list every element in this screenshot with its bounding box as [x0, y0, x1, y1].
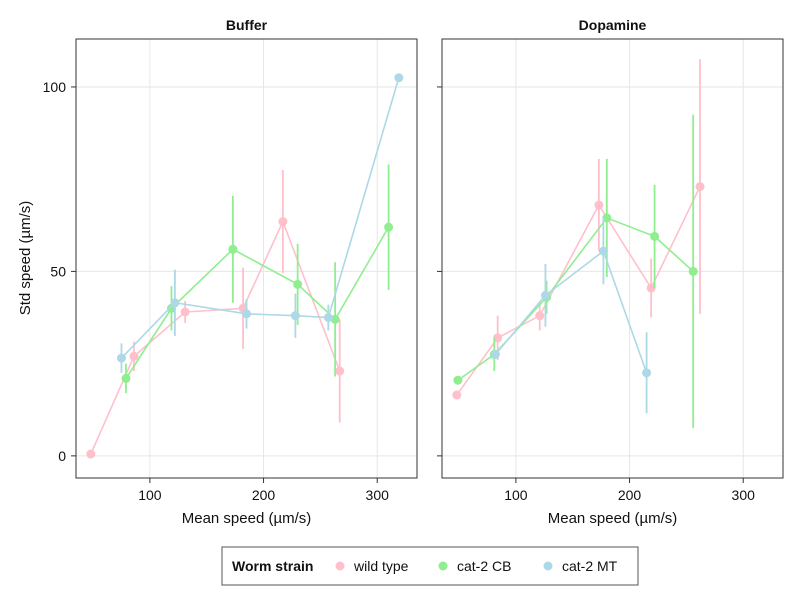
panel-dopamine: Dopamine 100 200 300 Mean speed (µm/s) [437, 17, 784, 527]
y-tick-label: 100 [43, 79, 67, 95]
data-point [453, 375, 463, 385]
data-point [180, 307, 190, 317]
legend-box [221, 546, 639, 586]
series-cat-2-MT [116, 73, 404, 373]
series-line [120, 77, 400, 359]
data-point [695, 182, 705, 192]
data-point [490, 349, 500, 359]
panel-frame [441, 38, 784, 479]
series-line [457, 216, 694, 381]
data-point [129, 351, 139, 361]
data-point [646, 283, 656, 293]
data-point [323, 313, 333, 323]
x-tick-label: 200 [252, 487, 276, 503]
data-point [290, 311, 300, 321]
data-point [650, 231, 660, 241]
data-point [493, 333, 503, 343]
data-point [228, 244, 238, 254]
legend-label: wild type [353, 558, 409, 574]
series-line [456, 186, 701, 396]
x-tick-label: 200 [618, 487, 642, 503]
panel-buffer: Buffer 100 200 300 0 50 100 Mean speed (µm/s) [43, 17, 418, 527]
series-cat-2-CB [121, 164, 394, 394]
legend-label: cat-2 MT [562, 558, 618, 574]
x-axis-label: Mean speed (µm/s) [548, 510, 678, 527]
series-line [90, 219, 341, 455]
data-point [278, 217, 288, 227]
data-point [335, 366, 345, 376]
legend-marker [335, 561, 345, 571]
data-point [330, 314, 340, 324]
data-point [170, 298, 180, 308]
data-point [598, 246, 608, 256]
data-point [540, 290, 550, 300]
y-tick-label: 0 [58, 448, 66, 464]
panel-title: Buffer [226, 17, 268, 33]
data-point [688, 266, 698, 276]
legend-title: Worm strain [232, 558, 313, 574]
x-tick-label: 300 [732, 487, 756, 503]
data-point [594, 200, 604, 210]
data-point [535, 311, 545, 321]
series-wild-type [452, 59, 705, 400]
y-tick-label: 50 [50, 263, 66, 279]
legend: Worm strain wild type cat-2 CB cat-2 MT [221, 546, 639, 586]
x-tick-label: 300 [366, 487, 390, 503]
series-line [494, 249, 648, 374]
panel-title: Dopamine [579, 17, 647, 33]
data-point [394, 73, 404, 83]
x-tick-label: 100 [138, 487, 162, 503]
series-line [125, 226, 390, 379]
data-point [602, 213, 612, 223]
x-tick-label: 100 [504, 487, 528, 503]
legend-label: cat-2 CB [457, 558, 511, 574]
data-point [242, 309, 251, 319]
data-point [642, 368, 652, 378]
series-cat-2-MT [490, 217, 652, 414]
series-wild-type [86, 169, 345, 459]
data-point [121, 373, 131, 383]
y-axis-label: Std speed (µm/s) [17, 201, 34, 316]
legend-marker [543, 561, 553, 571]
data-point [86, 449, 96, 459]
panel-frame [75, 38, 418, 479]
data-point [116, 353, 126, 363]
data-point [452, 390, 462, 400]
data-point [293, 279, 303, 289]
data-point [384, 222, 394, 232]
legend-entries: wild type cat-2 CB cat-2 MT [335, 558, 618, 574]
x-axis-label: Mean speed (µm/s) [182, 510, 312, 527]
legend-marker [438, 561, 448, 571]
